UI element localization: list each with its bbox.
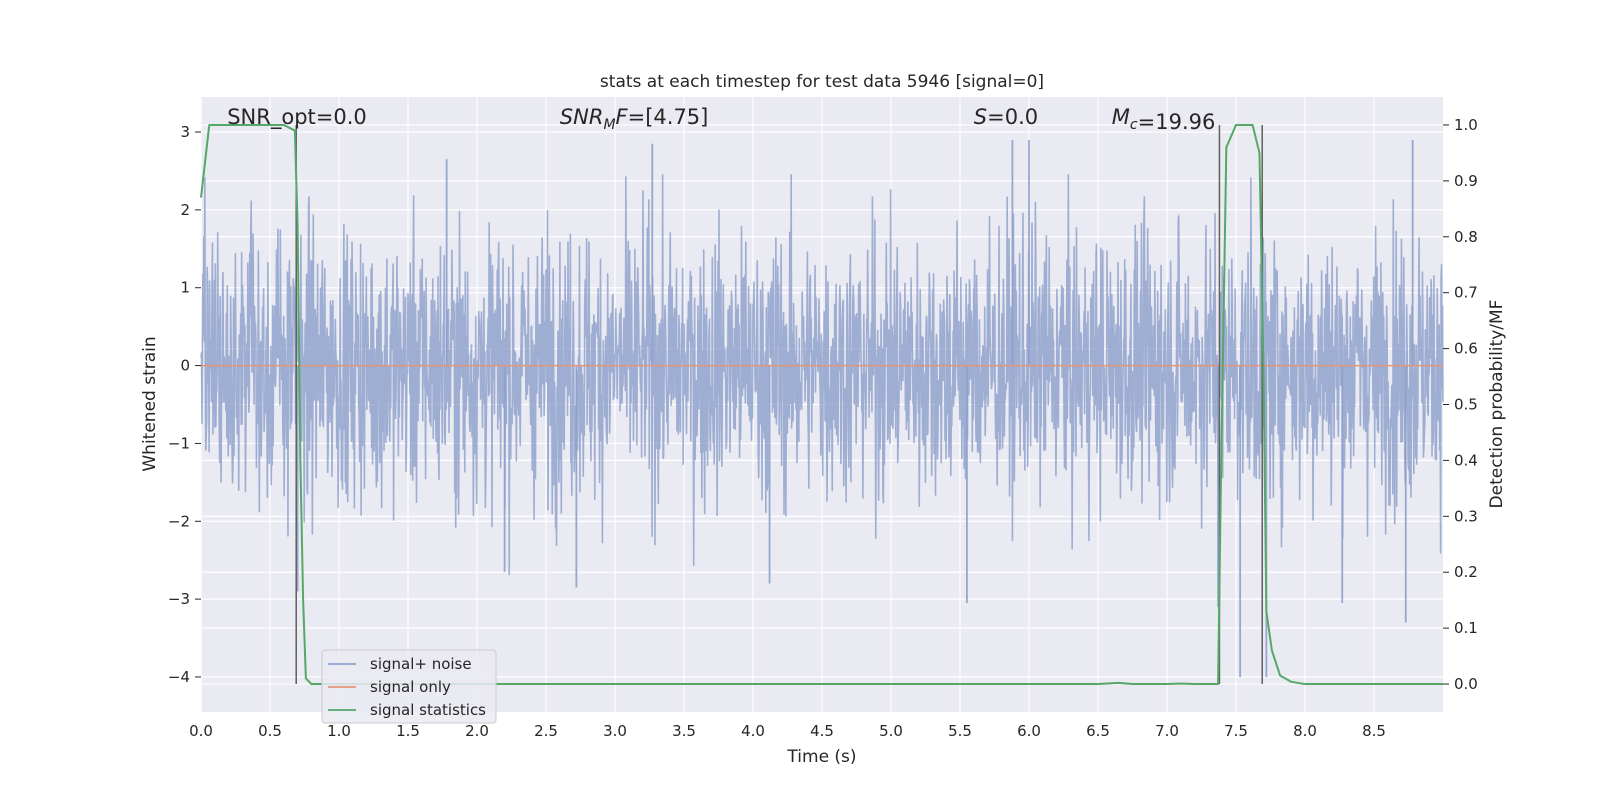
y-tick-label: 1 xyxy=(180,279,190,297)
series-signal-noise xyxy=(200,139,1444,677)
y-tick-label: 0 xyxy=(180,357,190,375)
x-tick-label: 4.5 xyxy=(810,722,834,740)
y-axis-ticks: 3 2 1 0 −1 −2 −3 −4 xyxy=(168,123,201,686)
y2-tick-label: 0.2 xyxy=(1454,563,1478,581)
legend-label: signal statistics xyxy=(370,701,486,719)
x-axis-label: Time (s) xyxy=(786,747,856,767)
x-tick-label: 8.5 xyxy=(1362,722,1386,740)
y2-tick-label: 0.3 xyxy=(1454,507,1478,525)
y2-tick-label: 0.9 xyxy=(1454,172,1478,190)
annotation-3: Mc=19.96 xyxy=(1112,105,1216,134)
y2-axis-ticks: 1.0 0.9 0.8 0.7 0.6 0.5 0.4 0.3 0.2 0.1 0.0 xyxy=(1443,116,1478,693)
y2-tick-label: 0.0 xyxy=(1454,675,1478,693)
x-tick-label: 0.0 xyxy=(189,722,213,740)
legend: signal+ noise signal only signal statistic… xyxy=(321,649,497,724)
legend-label: signal only xyxy=(370,678,451,696)
x-tick-label: 5.5 xyxy=(948,722,972,740)
annotation-2: S=0.0 xyxy=(974,105,1038,129)
x-tick-label: 3.0 xyxy=(603,722,627,740)
y-axis-label: Whitened strain xyxy=(140,336,160,471)
y-tick-label: 2 xyxy=(180,201,190,219)
x-tick-label: 8.0 xyxy=(1293,722,1317,740)
y2-tick-label: 0.6 xyxy=(1454,340,1478,358)
annotations: SNR_opt=0.0 SNRMF=[4.75] S=0.0 Mc=19.96 xyxy=(227,105,1215,134)
y2-tick-label: 1.0 xyxy=(1454,116,1478,134)
signal-statistics-line xyxy=(200,123,1443,686)
x-tick-label: 7.0 xyxy=(1155,722,1179,740)
y-tick-label: 3 xyxy=(180,123,190,141)
x-tick-label: 6.0 xyxy=(1017,722,1041,740)
y2-tick-label: 0.7 xyxy=(1454,284,1478,302)
x-tick-label: 7.5 xyxy=(1224,722,1248,740)
x-tick-label: 2.5 xyxy=(534,722,558,740)
x-axis-ticks: 0.0 0.5 1.0 1.5 2.0 2.5 3.0 3.5 4.0 4.5 5.0 5.5 6.0 6… xyxy=(189,722,1386,740)
x-tick-label: 4.0 xyxy=(741,722,765,740)
legend-box xyxy=(321,649,497,724)
y-tick-label: −1 xyxy=(168,434,190,452)
noise-trace xyxy=(200,174,1444,576)
annotation-1: SNRMF=[4.75] xyxy=(560,105,709,133)
y-tick-label: −3 xyxy=(168,590,190,608)
y2-tick-label: 0.1 xyxy=(1454,619,1478,637)
x-tick-label: 2.0 xyxy=(465,722,489,740)
y-tick-label: −4 xyxy=(168,668,190,686)
y-tick-label: −2 xyxy=(168,512,190,530)
y2-tick-label: 0.5 xyxy=(1454,396,1478,414)
series-signal-statistics xyxy=(200,123,1443,686)
x-tick-label: 0.5 xyxy=(258,722,282,740)
annotation-0: SNR_opt=0.0 xyxy=(227,105,367,130)
x-tick-label: 6.5 xyxy=(1086,722,1110,740)
legend-label: signal+ noise xyxy=(370,655,472,673)
chart-title: stats at each timestep for test data 594… xyxy=(600,72,1044,92)
x-tick-label: 1.0 xyxy=(327,722,351,740)
y2-tick-label: 0.8 xyxy=(1454,228,1478,246)
y2-axis-label: Detection probability/MF xyxy=(1487,300,1507,509)
x-tick-label: 1.5 xyxy=(396,722,420,740)
y2-tick-label: 0.4 xyxy=(1454,451,1478,469)
x-tick-label: 5.0 xyxy=(879,722,903,740)
x-tick-label: 3.5 xyxy=(672,722,696,740)
